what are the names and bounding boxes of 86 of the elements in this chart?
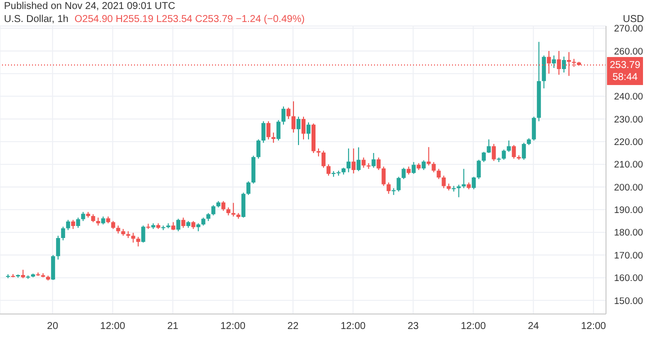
candlestick — [482, 151, 486, 163]
candlestick — [486, 138, 491, 154]
candlestick — [266, 120, 270, 140]
candlestick — [352, 148, 356, 174]
candlestick — [281, 106, 286, 126]
candlestick — [436, 168, 441, 180]
candlestick — [442, 175, 446, 189]
candlestick — [382, 166, 386, 186]
candlestick — [271, 132, 276, 144]
y-tick-label: 230.00 — [614, 114, 644, 126]
candlestick — [362, 157, 366, 168]
candlestick — [211, 204, 216, 216]
candlestick — [476, 159, 481, 180]
candlestick — [286, 107, 290, 120]
chart-title: U.S. Dollar, 1h — [4, 14, 68, 25]
candlestick — [372, 152, 376, 168]
x-tick-label: 12:00 — [460, 321, 486, 332]
candlestick — [66, 219, 70, 231]
candlestick — [562, 56, 566, 73]
x-tick-label: 23 — [408, 321, 420, 332]
candlestick — [261, 120, 266, 144]
candlestick — [506, 140, 511, 152]
candlestick — [412, 162, 416, 174]
y-tick-label: 160.00 — [614, 273, 644, 284]
candlestick — [432, 162, 436, 173]
x-tick-label: 12:00 — [220, 321, 246, 332]
x-tick-label: 24 — [528, 321, 540, 332]
candlestick — [396, 176, 401, 192]
candlestick — [221, 200, 226, 212]
y-tick-label: 200.00 — [614, 182, 644, 194]
candlestick — [256, 138, 260, 160]
candlestick — [356, 146, 361, 172]
chart-subtitle: O254.90 H255.19 L253.54 C253.79 −1.24 (−0.49%) — [74, 14, 305, 25]
candlestick — [386, 182, 391, 194]
y-tick-label: 220.00 — [614, 137, 644, 148]
y-tick-label: 180.00 — [614, 228, 644, 239]
candlestick — [402, 167, 406, 180]
candlestick — [141, 225, 146, 244]
candlestick — [426, 146, 431, 166]
candlestick — [512, 144, 516, 160]
candlestick — [376, 157, 381, 170]
candlestick — [291, 100, 296, 134]
candlestick — [176, 218, 180, 232]
candlestick — [81, 211, 86, 222]
y-tick-label: 260.00 — [614, 46, 644, 58]
text: 58:44 — [612, 72, 638, 84]
ref-line-label: 253.79 — [610, 60, 641, 72]
candlestick — [502, 149, 506, 160]
text: USD — [622, 14, 644, 25]
publish-note: Published on Nov 24, 2021 09:01 UTC — [4, 1, 176, 12]
candlestick — [246, 180, 250, 196]
candlestick — [276, 120, 280, 142]
candlestick — [422, 160, 426, 170]
candlestick — [322, 150, 326, 168]
candlestick — [552, 54, 556, 68]
candlestick — [71, 219, 76, 230]
candlestick — [492, 143, 496, 162]
candlestick — [301, 116, 306, 140]
candlestick — [296, 116, 300, 146]
candlestick — [346, 148, 351, 173]
candlestick — [472, 176, 476, 190]
candlestick — [231, 202, 236, 217]
x-tick-label: 20 — [47, 321, 59, 332]
x-tick-label: 22 — [287, 321, 299, 332]
candlestick — [181, 217, 186, 228]
x-tick-label: 12:00 — [100, 321, 126, 332]
candlestick — [51, 254, 56, 280]
candlestick — [56, 235, 60, 260]
x-tick-label: 12:00 — [580, 321, 606, 332]
y-tick-label: 270.00 — [614, 24, 644, 35]
candlestick — [532, 116, 536, 142]
candlestick — [136, 236, 140, 247]
y-tick-label: 210.00 — [614, 160, 644, 171]
x-tick-label: 21 — [167, 321, 179, 332]
candlestick — [76, 217, 80, 228]
y-tick-label: 150.00 — [614, 296, 644, 307]
candlestick — [326, 164, 331, 176]
y-tick-label: 190.00 — [614, 205, 644, 216]
candlestick — [61, 226, 66, 241]
candlestick — [462, 168, 466, 189]
candlestick — [241, 192, 246, 218]
y-tick-label: 240.00 — [614, 92, 644, 103]
x-tick-label: 12:00 — [340, 321, 366, 332]
y-tick-label: 170.00 — [614, 250, 644, 262]
candlestick — [522, 142, 526, 160]
candlestick — [306, 122, 311, 140]
